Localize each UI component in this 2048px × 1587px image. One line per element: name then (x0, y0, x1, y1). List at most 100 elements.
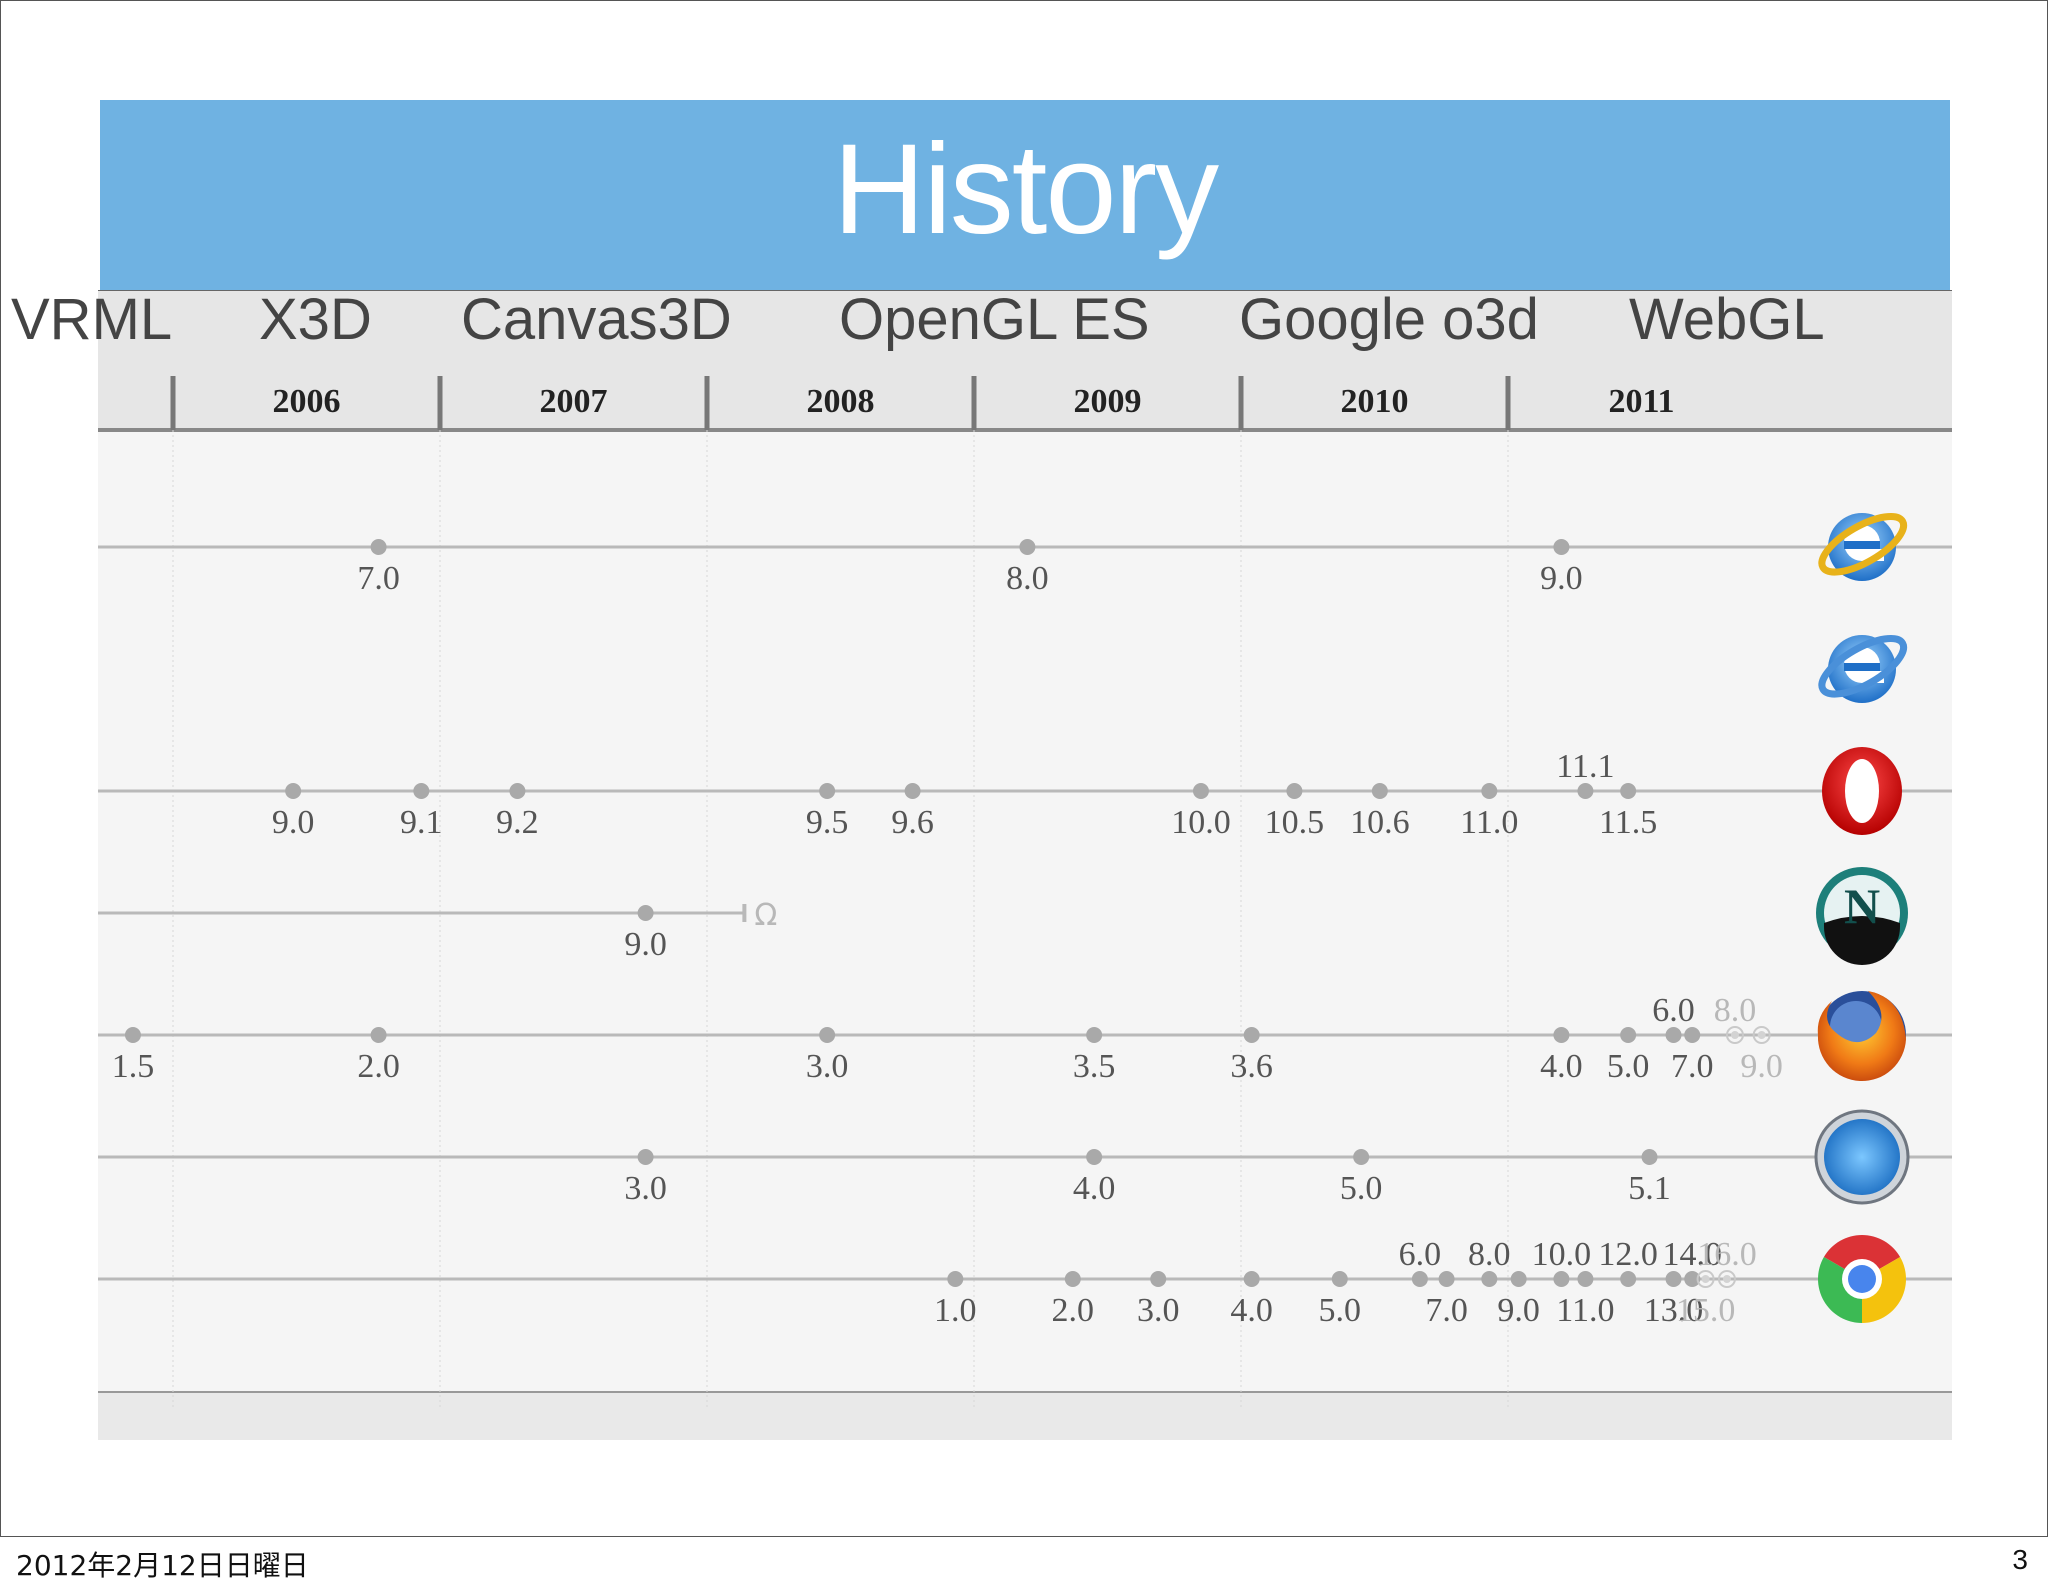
release-dot (1086, 1149, 1103, 1165)
release-label: 6.0 (1652, 992, 1695, 1029)
release-label: 2.0 (357, 1048, 400, 1085)
browser-row: 9.0 9.1 9.2 9.5 9.6 10.0 10.5 10.6 11.0 11.1 11.5 (98, 748, 1952, 841)
release-dot (1510, 1271, 1527, 1287)
future-release-marker (1725, 1026, 1744, 1044)
release-dot (1577, 783, 1594, 799)
release-label: 12.0 (1598, 1236, 1658, 1273)
release-label: 9.0 (624, 926, 667, 963)
bottom-band (98, 1392, 1952, 1440)
release-label: 11.0 (1556, 1292, 1614, 1329)
release-label: 13.0 (1644, 1292, 1704, 1329)
tech-label-vrml: VRML (11, 287, 173, 352)
release-label: 9.0 (1540, 560, 1583, 597)
slide-title: History (832, 117, 1219, 261)
release-dot (1684, 1271, 1701, 1287)
ie-gold-icon (1818, 512, 1908, 581)
release-dot (1243, 1271, 1260, 1287)
future-release-dot (1730, 1031, 1739, 1039)
release-dot (285, 783, 302, 799)
release-label: 9.0 (1497, 1292, 1540, 1329)
release-label: 7.0 (1425, 1292, 1468, 1329)
chrome-icon (1818, 1235, 1906, 1323)
release-dot (904, 783, 921, 799)
release-label: 9.2 (496, 804, 539, 841)
release-label: 9.6 (891, 804, 934, 841)
ie-blue-icon (1818, 634, 1908, 703)
release-label: 8.0 (1006, 560, 1049, 597)
future-release-marker (1696, 1270, 1715, 1288)
release-dot (1064, 1271, 1081, 1287)
browser-row: 1.0 2.0 3.0 4.0 5.06.07.08.09.010.011.012.01… (98, 1236, 1952, 1329)
release-dot (819, 1027, 836, 1043)
release-dot (1192, 783, 1209, 799)
release-dot (947, 1271, 964, 1287)
release-dot (370, 1027, 387, 1043)
release-label: 8.0 (1468, 1236, 1511, 1273)
release-label: 9.1 (400, 804, 443, 841)
release-label: 10.5 (1265, 804, 1325, 841)
release-label: 11.5 (1599, 804, 1657, 841)
browser-timeline: 2006 2007 2008 2009 2010 2011 7.0 8.0 9.09.0 9.1… (98, 290, 1952, 1440)
release-label: 3.6 (1230, 1048, 1273, 1085)
year-label: 2009 (1074, 383, 1142, 420)
release-label: 5.0 (1607, 1048, 1650, 1085)
plot-area (98, 290, 1952, 1440)
firefox-icon (1817, 991, 1906, 1082)
slide: History 2006 2007 2008 2009 2010 2011 (0, 0, 2048, 1537)
tech-label-canvas3d: Canvas3D (461, 287, 732, 352)
release-dot (1553, 539, 1570, 555)
release-dot (1331, 1271, 1348, 1287)
release-dot (1411, 1271, 1428, 1287)
tech-label-google-o3d: Google o3d (1239, 287, 1539, 352)
release-label: 1.0 (934, 1292, 977, 1329)
year-label: 2007 (540, 383, 608, 420)
slide-footer: 2012年2月12日日曜日 3 (0, 1536, 2048, 1587)
release-dot (1553, 1027, 1570, 1043)
release-rows: 7.0 8.0 9.09.0 9.1 9.2 9.5 9.6 10.0 10.5 10.6 11.0… (98, 539, 1952, 1329)
release-label: 9.0 (1740, 1048, 1783, 1085)
future-release-marker (1752, 1026, 1771, 1044)
release-dot (1019, 539, 1036, 555)
release-label: 3.0 (806, 1048, 849, 1085)
release-dot (124, 1027, 141, 1043)
release-label: 3.0 (624, 1170, 667, 1207)
release-label: 2.0 (1052, 1292, 1095, 1329)
tech-label-opengl-es: OpenGL ES (839, 287, 1150, 352)
release-label: 8.0 (1714, 992, 1757, 1029)
release-dot (1150, 1271, 1167, 1287)
future-release-dot (1757, 1031, 1766, 1039)
release-label: 4.0 (1073, 1170, 1116, 1207)
release-dot (1286, 783, 1303, 799)
opera-icon (1822, 747, 1902, 835)
future-release-dot (1722, 1275, 1731, 1283)
release-label: 6.0 (1399, 1236, 1442, 1273)
row-end-mark: Ω (754, 898, 777, 933)
release-label: 10.6 (1350, 804, 1410, 841)
release-dot (1481, 783, 1498, 799)
release-label: 11.1 (1556, 748, 1614, 785)
release-dot (1620, 1271, 1637, 1287)
release-label: 7.0 (1671, 1048, 1714, 1085)
browser-icons: N (1814, 512, 1910, 1323)
release-dot (1371, 783, 1388, 799)
tech-label-x3d: X3D (259, 287, 372, 352)
release-label: 4.0 (1540, 1048, 1583, 1085)
release-label: 14.0 (1662, 1236, 1722, 1273)
page-number: 3 (2012, 1544, 2028, 1575)
netscape-icon: N (1816, 867, 1908, 965)
release-label: 5.0 (1340, 1170, 1383, 1207)
browser-row: 1.5 2.0 3.0 3.5 3.6 4.0 5.06.0 7.08.0 9.0 (98, 992, 1952, 1085)
release-label: 16.0 (1697, 1236, 1757, 1273)
release-label: 3.5 (1073, 1048, 1116, 1085)
release-label: 9.5 (806, 804, 849, 841)
axis-band (98, 290, 1952, 430)
release-label: 10.0 (1532, 1236, 1592, 1273)
release-dot (1684, 1027, 1701, 1043)
release-dot (637, 905, 654, 921)
release-label: 9.0 (272, 804, 315, 841)
release-label: 3.0 (1137, 1292, 1180, 1329)
year-label: 2011 (1608, 383, 1674, 420)
release-dot (1438, 1271, 1455, 1287)
year-label: 2008 (807, 383, 875, 420)
release-dot (413, 783, 430, 799)
